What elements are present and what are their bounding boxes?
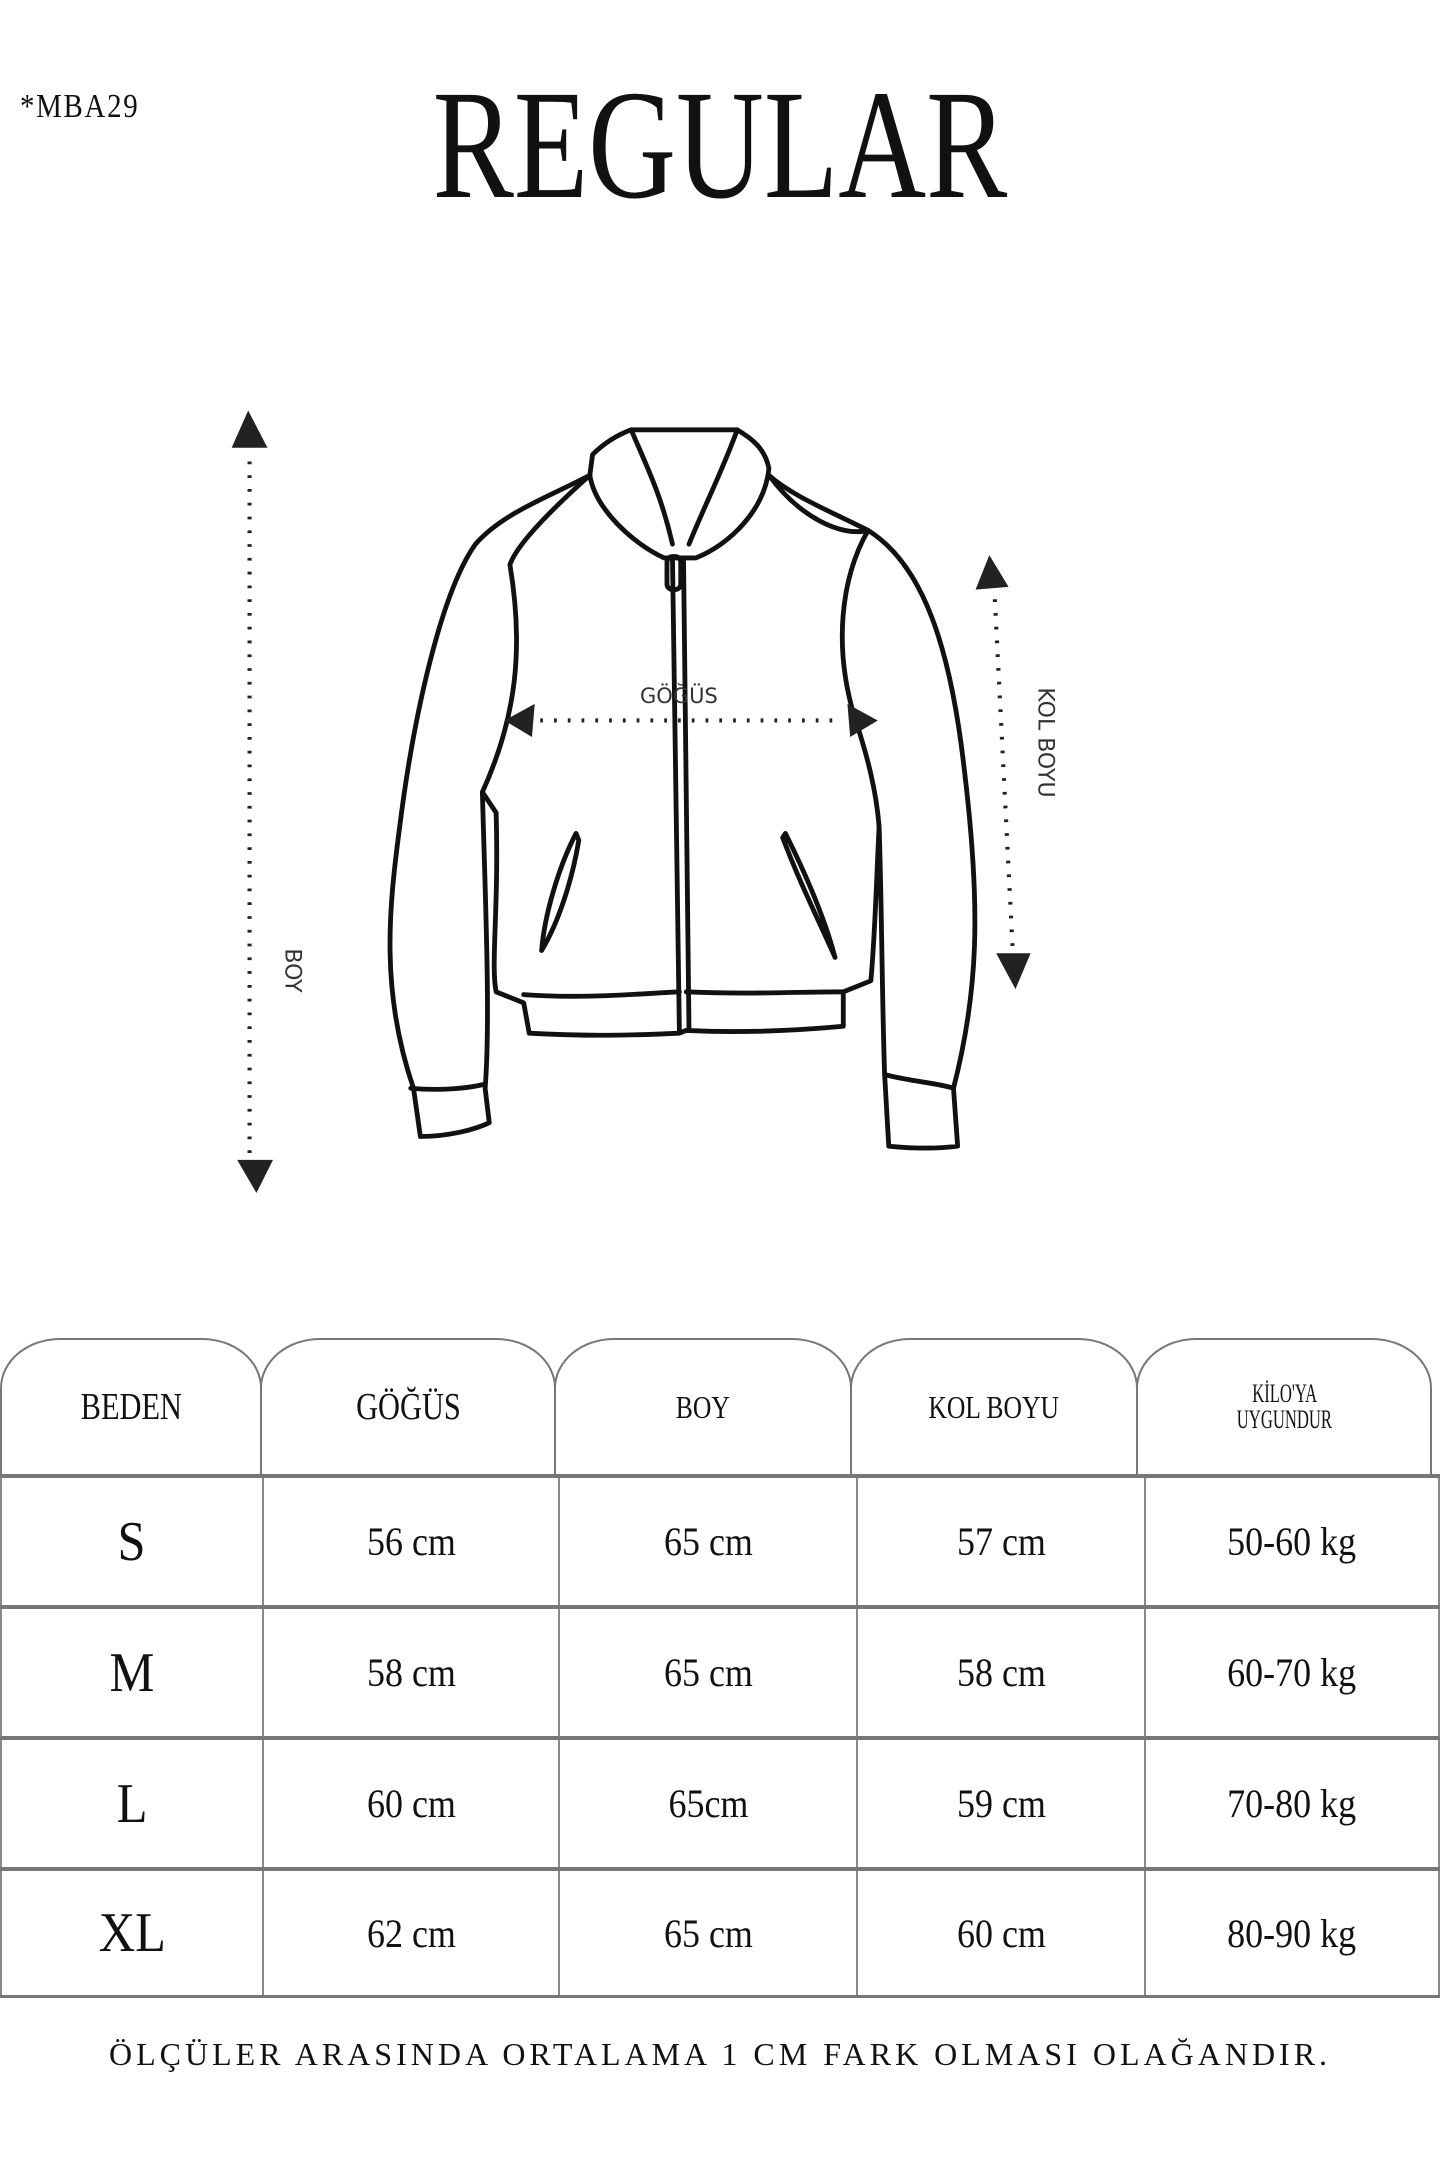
collar	[587, 427, 772, 561]
header-kilo: KİLO'YA UYGUNDUR	[1136, 1338, 1432, 1474]
value-cell: 58 cm	[262, 1609, 558, 1736]
value-cell: 50-60 kg	[1144, 1478, 1440, 1605]
cell-text: 57 cm	[956, 1519, 1046, 1564]
pocket-right	[780, 831, 838, 960]
cell-text: 80-90 kg	[1227, 1910, 1357, 1956]
cell-text: 65 cm	[663, 1519, 753, 1564]
header-label: GÖĞÜS	[355, 1386, 461, 1428]
value-cell: 60 cm	[262, 1740, 558, 1867]
size-cell: M	[0, 1609, 262, 1736]
header-label: BEDEN	[80, 1386, 182, 1428]
table-row: XL 62 cm 65 cm 60 cm 80-90 kg	[0, 1867, 1440, 1998]
cell-text: 65cm	[668, 1781, 748, 1826]
cell-text: 59 cm	[956, 1781, 1046, 1826]
cell-text: 58 cm	[956, 1650, 1046, 1695]
table-row: S 56 cm 65 cm 57 cm 50-60 kg	[0, 1474, 1440, 1605]
cell-text: S	[117, 1510, 147, 1573]
header-label: KİLO'YA UYGUNDUR	[1224, 1381, 1343, 1433]
footer-note: ÖLÇÜLER ARASINDA ORTALAMA 1 CM FARK OLMA…	[108, 2036, 1332, 2072]
cell-text: 65 cm	[663, 1650, 753, 1695]
size-cell: S	[0, 1478, 262, 1605]
value-cell: 62 cm	[262, 1871, 558, 1995]
value-cell: 80-90 kg	[1144, 1871, 1440, 1995]
cell-text: 60 cm	[366, 1781, 456, 1826]
table-row: M 58 cm 65 cm 58 cm 60-70 kg	[0, 1605, 1440, 1736]
header-label: KOL BOYU	[928, 1388, 1060, 1425]
cell-text: XL	[98, 1902, 166, 1964]
value-cell: 70-80 kg	[1144, 1740, 1440, 1867]
table-row: L 60 cm 65cm 59 cm 70-80 kg	[0, 1736, 1440, 1867]
size-table: BEDEN GÖĞÜS BOY KOL BOYU KİLO'YA UYGUNDUR…	[0, 1338, 1440, 1998]
gogus-label: GÖĞÜS	[640, 684, 718, 708]
size-cell: L	[0, 1740, 262, 1867]
value-cell: 60 cm	[856, 1871, 1144, 1995]
value-cell: 58 cm	[856, 1609, 1144, 1736]
header-kilo-line1: KİLO'YA	[1251, 1379, 1317, 1408]
size-cell: XL	[0, 1871, 262, 1995]
value-cell: 57 cm	[856, 1478, 1144, 1605]
pocket-left	[539, 831, 582, 953]
value-cell: 65cm	[558, 1740, 856, 1867]
table-header: BEDEN GÖĞÜS BOY KOL BOYU KİLO'YA UYGUNDUR	[0, 1338, 1440, 1474]
cell-text: 60-70 kg	[1227, 1650, 1357, 1695]
cell-text: 56 cm	[366, 1519, 456, 1564]
value-cell: 65 cm	[558, 1871, 856, 1995]
kol-boyu-label: KOL BOYU	[1032, 687, 1058, 798]
boy-label: BOY	[279, 948, 305, 993]
cell-text: 58 cm	[366, 1650, 456, 1695]
header-kilo-line2: UYGUNDUR	[1236, 1405, 1332, 1434]
header-label: BOY	[675, 1388, 731, 1425]
header-beden: BEDEN	[0, 1338, 262, 1474]
page-title: REGULAR	[432, 58, 1008, 231]
cell-text: 60 cm	[956, 1910, 1046, 1956]
zipper	[670, 555, 692, 1033]
jacket-outline	[387, 472, 978, 1151]
value-cell: 65 cm	[558, 1478, 856, 1605]
product-code: *MBA29	[20, 88, 140, 125]
cell-text: L	[116, 1772, 148, 1835]
gogus-arrow	[504, 703, 878, 737]
value-cell: 56 cm	[262, 1478, 558, 1605]
kol-boyu-arrow	[975, 555, 1031, 990]
cell-text: 65 cm	[663, 1910, 753, 1956]
cell-text: M	[109, 1641, 155, 1704]
value-cell: 60-70 kg	[1144, 1609, 1440, 1736]
value-cell: 65 cm	[558, 1609, 856, 1736]
boy-arrow	[231, 410, 273, 1193]
cell-text: 70-80 kg	[1227, 1781, 1357, 1826]
header-boy: BOY	[554, 1338, 852, 1474]
value-cell: 59 cm	[856, 1740, 1144, 1867]
header-gogus: GÖĞÜS	[260, 1338, 556, 1474]
cell-text: 50-60 kg	[1227, 1519, 1357, 1564]
cell-text: 62 cm	[366, 1910, 456, 1956]
header-kol-boyu: KOL BOYU	[850, 1338, 1138, 1474]
